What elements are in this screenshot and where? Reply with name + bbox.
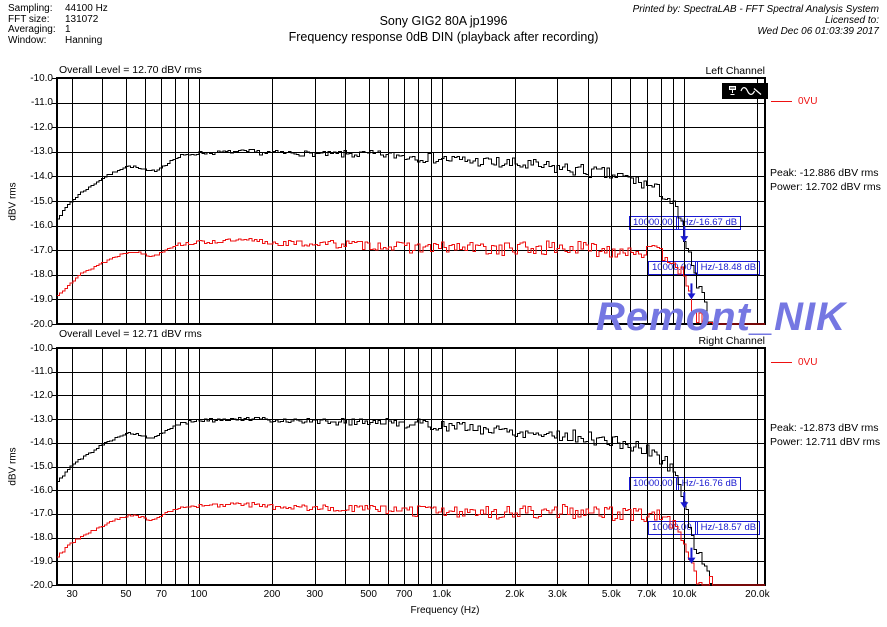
y-tick-label: -14.0 bbox=[30, 170, 53, 182]
y-tick-label: -17.0 bbox=[30, 244, 53, 256]
annotation-frequency: 10000.00 bbox=[633, 478, 679, 490]
legend-label: 0VU bbox=[798, 95, 818, 107]
x-tick-label: 100 bbox=[190, 589, 208, 600]
marker-annotation: 10000.00 Hz/-18.48 dB bbox=[648, 261, 761, 275]
marker-annotation: 10000.00 Hz/-16.76 dB bbox=[629, 477, 742, 491]
legend-right: 0VU bbox=[771, 356, 817, 368]
marker-annotation: 10000.00 Hz/-16.67 dB bbox=[629, 216, 742, 230]
overlay-toolbar[interactable] bbox=[722, 83, 768, 99]
trace-reference bbox=[57, 416, 765, 586]
setting-value: 44100 Hz bbox=[65, 3, 108, 14]
legend-line-icon bbox=[771, 361, 792, 363]
marker-annotation: 10000.00 Hz/-18.57 dB bbox=[648, 521, 761, 535]
y-tick-label: -19.0 bbox=[30, 555, 53, 567]
print-info-block: Printed by: SpectraLAB - FFT Spectral An… bbox=[633, 4, 879, 37]
x-axis-title: Frequency (Hz) bbox=[410, 605, 480, 616]
y-tick-label: -15.0 bbox=[30, 195, 53, 207]
annotation-frequency: 10000.00 bbox=[652, 522, 698, 534]
x-tick-label: 5.0k bbox=[601, 589, 621, 600]
annotation-value: Hz/-16.76 dB bbox=[681, 478, 738, 489]
x-tick-label: 200 bbox=[263, 589, 281, 600]
overall-level-left: Overall Level = 12.70 dBV rms bbox=[59, 64, 202, 76]
channel-label-right: Right Channel bbox=[698, 335, 765, 347]
y-tick-label: -12.0 bbox=[30, 121, 53, 133]
analysis-settings: Sampling: 44100 Hz FFT size: 131072 Averag… bbox=[8, 3, 108, 47]
power-readout-left: Power: 12.702 dBV rms bbox=[770, 181, 881, 193]
y-tick-label: -11.0 bbox=[30, 97, 53, 109]
y-tick-label: -16.0 bbox=[30, 484, 53, 496]
page-title: Sony GIG2 80A jp1996 bbox=[379, 14, 508, 28]
setting-value: 1 bbox=[65, 24, 71, 35]
y-tick-label: -18.0 bbox=[30, 532, 53, 544]
y-tick-label: -14.0 bbox=[30, 437, 53, 449]
printed-by-text: Printed by: SpectraLAB - FFT Spectral An… bbox=[632, 4, 879, 15]
x-tick-label: 500 bbox=[360, 589, 377, 600]
channel-label-left: Left Channel bbox=[705, 65, 765, 77]
setting-label: FFT size: bbox=[8, 13, 50, 25]
setting-label: Averaging: bbox=[8, 24, 56, 35]
y-axis-title: dBV rms bbox=[7, 447, 19, 486]
y-tick-label: -13.0 bbox=[30, 413, 53, 425]
y-tick-label: -11.0 bbox=[30, 366, 53, 378]
legend-label: 0VU bbox=[798, 356, 818, 368]
y-tick-label: -18.0 bbox=[30, 269, 53, 281]
annotation-value: Hz/-18.48 dB bbox=[700, 262, 757, 273]
overall-level-right: Overall Level = 12.71 dBV rms bbox=[59, 328, 202, 340]
y-tick-label: -19.0 bbox=[30, 293, 53, 305]
x-tick-label: 7.0k bbox=[637, 589, 657, 600]
setting-value: Hanning bbox=[65, 34, 103, 46]
y-tick-label: -16.0 bbox=[30, 220, 53, 232]
power-readout-right: Power: 12.711 dBV rms bbox=[770, 436, 881, 448]
annotation-value: Hz/-18.57 dB bbox=[700, 522, 757, 533]
licensed-to-text: Licensed to: bbox=[825, 15, 879, 26]
y-tick-label: -12.0 bbox=[30, 389, 53, 401]
y-tick-label: -10.0 bbox=[30, 342, 53, 354]
mic-input-icon[interactable] bbox=[728, 85, 737, 97]
page-subtitle: Frequency response 0dB DIN (playback aft… bbox=[288, 30, 599, 44]
y-axis-title: dBV rms bbox=[7, 181, 19, 221]
legend-line-icon bbox=[771, 100, 792, 102]
print-date-text: Wed Dec 06 01:03:39 2017 bbox=[757, 26, 879, 37]
y-tick-label: -17.0 bbox=[30, 508, 53, 520]
annotation-frequency: 10000.00 bbox=[633, 217, 679, 229]
x-tick-label: 70 bbox=[155, 589, 167, 600]
x-tick-label: 300 bbox=[306, 589, 324, 600]
x-tick-label: 700 bbox=[395, 589, 413, 600]
annotation-frequency: 10000.00 bbox=[652, 262, 698, 274]
setting-value: 131072 bbox=[65, 13, 99, 25]
setting-window: Window: Hanning bbox=[8, 34, 108, 47]
peak-readout-left: Peak: -12.886 dBV rms bbox=[770, 167, 879, 179]
x-tick-label: 10.0k bbox=[672, 589, 697, 600]
x-tick-label: 30 bbox=[66, 589, 78, 600]
y-tick-label: -20.0 bbox=[30, 579, 53, 591]
setting-label: Window: bbox=[8, 34, 47, 46]
x-tick-label: 3.0k bbox=[547, 589, 567, 600]
legend-left: 0VU bbox=[771, 95, 817, 107]
y-tick-label: -10.0 bbox=[30, 72, 53, 84]
peak-readout-right: Peak: -12.873 dBV rms bbox=[770, 422, 879, 434]
report-title-block: Sony GIG2 80A jp1996 Frequency response … bbox=[0, 13, 887, 45]
watermark: Remont_NIK bbox=[596, 295, 847, 339]
setting-sampling: Sampling: 44100 Hz bbox=[8, 3, 108, 15]
y-tick-label: -15.0 bbox=[30, 461, 53, 472]
setting-fft-size: FFT size: 131072 bbox=[8, 13, 108, 26]
trace-0VU bbox=[57, 502, 765, 586]
x-tick-label: 1.0k bbox=[432, 589, 452, 600]
sine-generator-icon[interactable] bbox=[739, 85, 763, 97]
y-tick-label: -13.0 bbox=[30, 146, 53, 158]
y-tick-label: -20.0 bbox=[30, 318, 53, 330]
x-tick-label: 20.0k bbox=[745, 589, 770, 600]
setting-averaging: Averaging: 1 bbox=[8, 24, 108, 36]
setting-label: Sampling: bbox=[8, 3, 53, 14]
x-tick-label: 50 bbox=[120, 589, 132, 600]
x-tick-label: 2.0k bbox=[505, 589, 525, 600]
annotation-value: Hz/-16.67 dB bbox=[681, 217, 738, 228]
